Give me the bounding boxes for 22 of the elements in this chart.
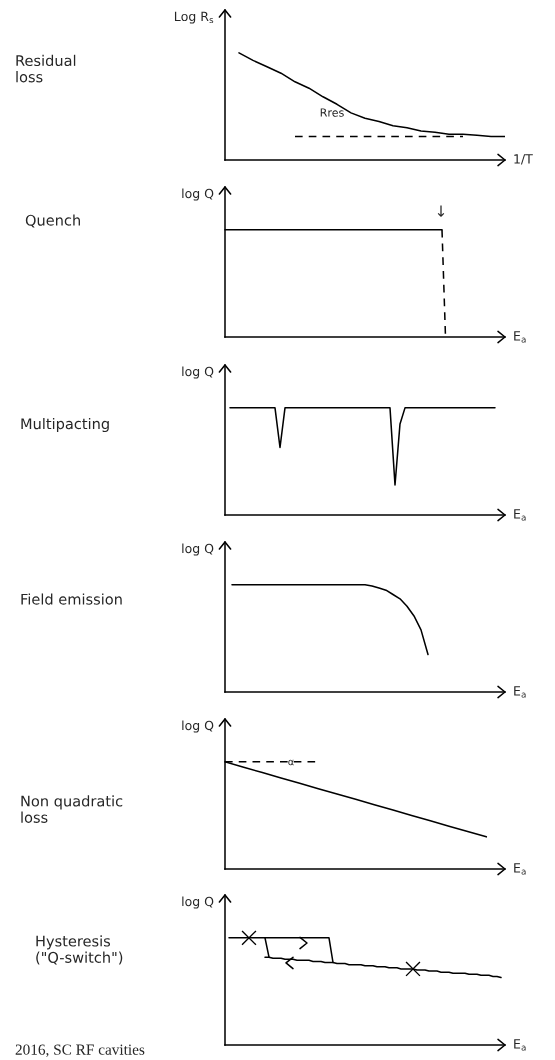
y-axis-title: log Q <box>182 720 214 733</box>
text: Multipacting <box>21 417 109 433</box>
y-axis-title: log Q <box>182 543 214 556</box>
annotation: α <box>288 759 294 766</box>
y-axis-title: log Q <box>182 188 214 201</box>
y-axis-title: log Q <box>182 366 214 379</box>
text: Hysteresis ("Q-switch") <box>36 935 123 965</box>
x-axis-title: E$_{a}$ <box>514 331 526 343</box>
text: 2016, SC RF cavities <box>15 1044 145 1057</box>
y-axis-title: log Q <box>182 896 214 909</box>
x-axis-title: E$_{a}$ <box>514 1039 526 1051</box>
x-axis-title: E$_{a}$ <box>514 686 526 698</box>
x-axis-title: 1/T <box>514 154 533 165</box>
x-axis-title: E$_{a}$ <box>514 863 526 875</box>
text: Non quadratic loss <box>21 795 123 823</box>
text: Field emission <box>21 593 122 605</box>
text: Quench <box>25 214 80 228</box>
text: ↓ <box>437 205 445 217</box>
y-axis-title: Log R$_{s}$ <box>174 11 214 24</box>
text: Residual loss <box>16 54 76 83</box>
x-axis-title: E$_{a}$ <box>514 509 526 521</box>
annotation: Rres <box>320 108 344 117</box>
